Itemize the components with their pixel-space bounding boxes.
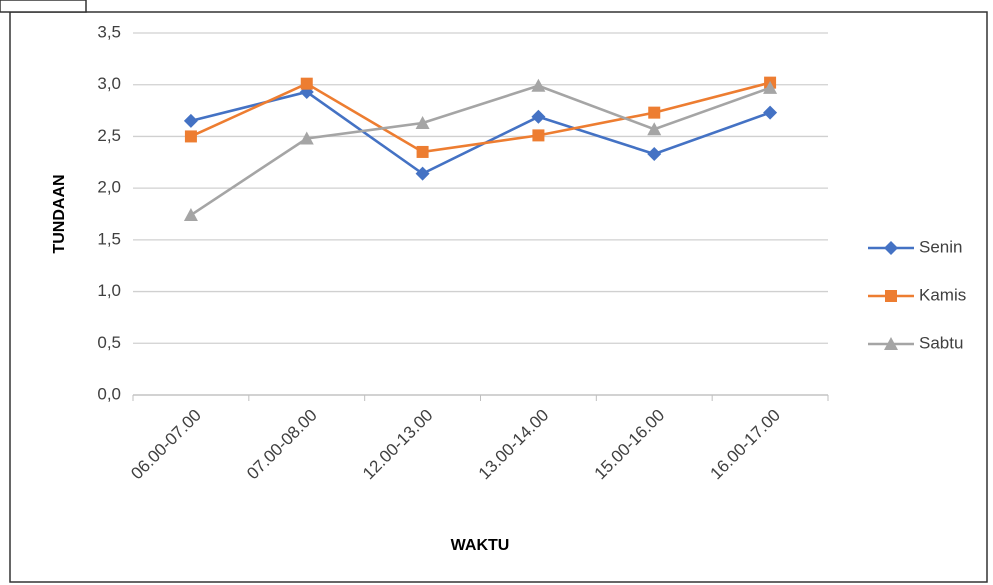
data-point [300,77,313,90]
frame-tab [0,0,87,13]
legend-marker [885,290,897,302]
legend-label: Sabtu [919,333,963,352]
data-point [183,113,198,128]
data-point [416,145,429,158]
legend-marker [884,241,898,255]
data-point [415,166,430,181]
data-point [647,147,662,162]
series-line [190,81,771,154]
y-tick-label: 2,5 [97,126,121,145]
data-point [532,129,545,142]
y-tick-label: 3,0 [97,74,121,93]
data-point [647,122,662,136]
data-point [299,131,314,145]
legend-marker [884,337,898,350]
y-tick-label: 0,0 [97,384,121,403]
data-point [531,109,546,124]
data-point [763,80,778,94]
y-tick-label: 1,0 [97,281,121,300]
data-point [184,130,197,143]
legend-label: Senin [919,237,962,256]
series-line [190,84,771,217]
y-axis-title: TUNDAAN [51,174,68,253]
data-point [763,105,778,120]
x-axis-title: WAKTU [451,537,510,554]
legend-label: Kamis [919,285,966,304]
data-point [183,208,198,222]
series-line [190,90,771,176]
data-point [648,106,661,119]
y-tick-label: 2,0 [97,178,121,197]
y-tick-label: 1,5 [97,229,121,248]
data-point [415,115,430,129]
y-tick-label: 3,5 [97,22,121,41]
data-point [531,78,546,92]
chart-border [9,11,988,583]
y-tick-label: 0,5 [97,333,121,352]
